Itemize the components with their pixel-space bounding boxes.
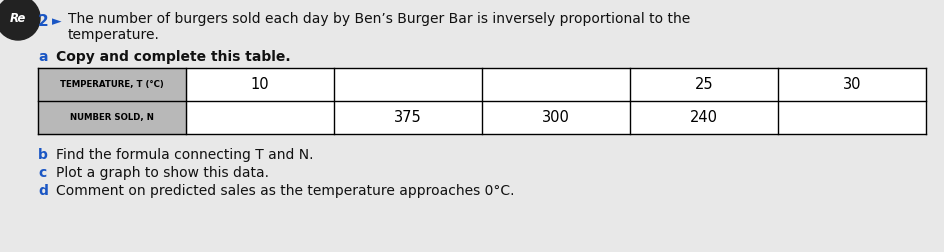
Text: 375: 375 — [395, 110, 422, 125]
Text: a: a — [38, 50, 47, 64]
Text: Plot a graph to show this data.: Plot a graph to show this data. — [56, 166, 269, 180]
Bar — [38, 68, 186, 101]
Text: b: b — [38, 148, 48, 162]
Text: Copy and complete this table.: Copy and complete this table. — [56, 50, 291, 64]
Text: 10: 10 — [251, 77, 269, 92]
Text: temperature.: temperature. — [68, 28, 160, 42]
Text: d: d — [38, 184, 48, 198]
Text: 300: 300 — [542, 110, 570, 125]
Text: The number of burgers sold each day by Ben’s Burger Bar is inversely proportiona: The number of burgers sold each day by B… — [68, 12, 690, 26]
Text: Comment on predicted sales as the temperature approaches 0°C.: Comment on predicted sales as the temper… — [56, 184, 514, 198]
Text: NUMBER SOLD, N: NUMBER SOLD, N — [70, 113, 154, 122]
Text: 25: 25 — [695, 77, 714, 92]
Ellipse shape — [0, 0, 40, 40]
Text: 240: 240 — [690, 110, 718, 125]
Text: 2: 2 — [38, 14, 49, 29]
Text: ►: ► — [52, 15, 61, 28]
Text: c: c — [38, 166, 46, 180]
Text: Re: Re — [9, 12, 26, 24]
Text: Find the formula connecting T and N.: Find the formula connecting T and N. — [56, 148, 313, 162]
Text: 30: 30 — [843, 77, 861, 92]
Bar — [38, 68, 926, 134]
Bar — [38, 101, 186, 134]
Text: TEMPERATURE, T (°C): TEMPERATURE, T (°C) — [60, 80, 164, 89]
